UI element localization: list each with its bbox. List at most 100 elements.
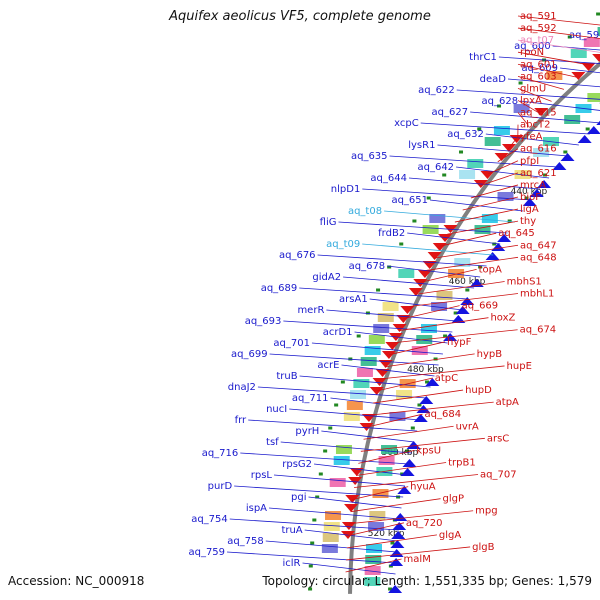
gene-label: aq_644 <box>370 173 407 184</box>
gene-leader-line <box>470 184 519 199</box>
gene-label: trpB1 <box>448 457 476 468</box>
gene-label: glgP <box>443 494 465 505</box>
gene-label: aq_591 <box>520 11 557 22</box>
reverse-feature-block <box>597 27 600 36</box>
gene-label: topA <box>479 264 502 275</box>
forward-gene-arrow <box>586 126 600 134</box>
gene-label: xcpC <box>394 118 419 129</box>
gene-label: hupE <box>507 361 532 372</box>
forward-feature-block <box>368 522 385 531</box>
forward-gene-arrow <box>460 297 475 305</box>
reverse-gene-arrow <box>581 63 596 71</box>
gene-leader-line <box>349 510 474 525</box>
forward-feature-block <box>372 489 389 498</box>
gene-leader-line <box>376 377 433 392</box>
gene-label: aq_758 <box>227 536 264 547</box>
reverse-gene-arrow <box>413 279 428 287</box>
gene-label: aq_707 <box>480 470 517 481</box>
gene-label: aq_676 <box>279 250 316 261</box>
gene-leader-line <box>229 518 399 531</box>
gene-leader-line <box>488 160 519 175</box>
forward-feature-block <box>365 544 382 553</box>
gene-leader-line <box>398 317 489 332</box>
forward-gene-arrow <box>389 558 404 566</box>
gene-leader-line <box>497 148 519 163</box>
gene-leader-line <box>304 529 398 542</box>
gene-label: aq_616 <box>520 144 557 155</box>
scale-tick <box>399 242 404 246</box>
gene-label: truB <box>276 371 297 382</box>
gene-leader-line <box>387 265 481 278</box>
gene-leader-line <box>346 534 437 549</box>
forward-feature-block <box>365 555 382 564</box>
gene-leader-line <box>358 450 415 464</box>
gene-leader-line <box>393 329 518 344</box>
forward-feature-block <box>497 192 514 201</box>
gene-label: aq_609 <box>521 63 558 74</box>
scale-tick <box>465 288 470 292</box>
forward-feature-block <box>448 269 465 278</box>
gene-leader-line <box>268 507 401 520</box>
gene-label: aq_716 <box>202 448 239 459</box>
gene-label: purD <box>208 481 233 492</box>
forward-gene-arrow <box>537 180 552 188</box>
scale-tick <box>308 564 313 568</box>
reverse-feature-block <box>546 71 563 80</box>
gene-label: aq_598 <box>569 30 600 41</box>
gene-label: aq_628 <box>482 96 519 107</box>
genome-backbone <box>348 61 600 594</box>
scale-tick <box>443 334 448 338</box>
accession-label: Accession: NC_000918 <box>8 574 145 588</box>
gene-leader-line <box>363 425 454 440</box>
forward-feature-block <box>454 258 471 267</box>
gene-label: ligA <box>520 204 539 215</box>
gene-leader-line <box>341 364 435 377</box>
reverse-gene-arrow <box>432 243 447 251</box>
gene-leader-line <box>356 462 447 476</box>
forward-feature-block <box>389 412 406 421</box>
reverse-gene-arrow <box>375 369 390 377</box>
reverse-feature-block <box>322 533 339 542</box>
scale-tick <box>524 196 529 200</box>
gene-label: mpg <box>475 506 497 517</box>
gene-label: aq_720 <box>406 518 443 529</box>
reverse-feature-block <box>467 159 484 168</box>
scale-tick <box>400 472 405 476</box>
forward-gene-arrow <box>577 135 592 143</box>
gene-label: yfeA <box>520 132 543 143</box>
gene-label: abcT2 <box>520 120 550 131</box>
gene-leader-line <box>408 177 541 190</box>
gene-leader-line <box>456 166 550 179</box>
gene-leader-line <box>517 63 578 78</box>
forward-gene-arrow <box>560 153 575 161</box>
gene-leader-line <box>360 437 485 452</box>
gene-label: aq_603 <box>520 71 557 82</box>
scale-tick <box>388 587 393 591</box>
gene-leader-line <box>313 463 408 476</box>
forward-gene-arrow <box>391 531 406 539</box>
gene-leader-line <box>345 558 402 573</box>
gene-label: frdB2 <box>378 228 405 239</box>
scale-tick <box>340 380 345 384</box>
gene-leader-line <box>343 276 475 289</box>
reverse-feature-block <box>459 170 476 179</box>
scale-tick <box>585 127 590 131</box>
gene-leader-line <box>429 199 524 212</box>
gene-leader-line <box>456 89 600 100</box>
scale-label: 480 kbp <box>407 365 444 375</box>
reverse-gene-arrow <box>345 495 360 503</box>
gene-label: aq_647 <box>520 240 557 251</box>
gene-leader-line <box>426 256 519 271</box>
gene-label: aq_627 <box>432 107 469 118</box>
gene-leader-line <box>517 39 600 53</box>
gene-label: dnaJ2 <box>228 382 256 393</box>
gene-label: aq_615 <box>520 108 557 119</box>
forward-gene-arrow <box>529 189 544 197</box>
gene-label: aq_759 <box>188 547 225 558</box>
gene-leader-line <box>330 397 424 410</box>
gene-leader-line <box>269 353 439 366</box>
gene-label: mbhL1 <box>520 289 554 300</box>
forward-feature-block <box>481 214 498 223</box>
reverse-gene-arrow <box>341 522 356 530</box>
forward-feature-block <box>420 324 437 333</box>
